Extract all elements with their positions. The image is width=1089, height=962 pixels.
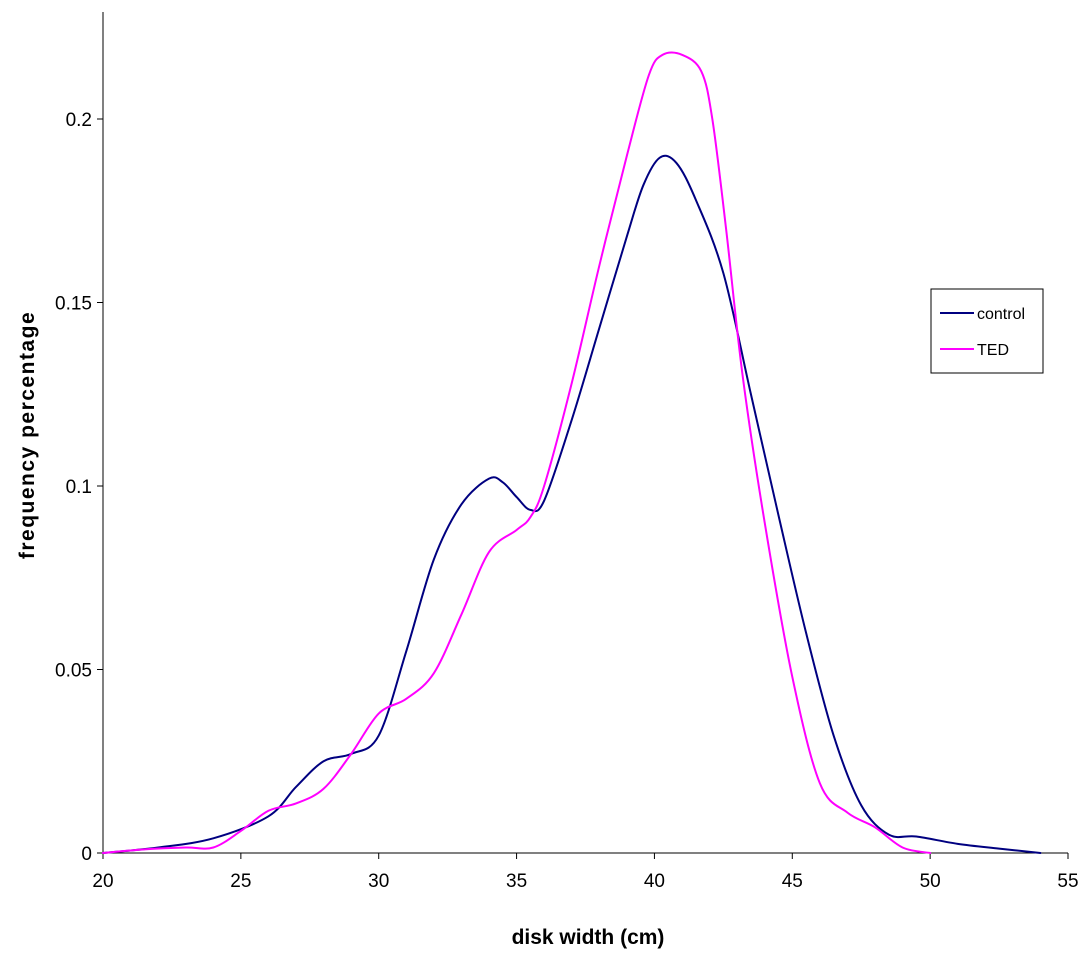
x-tick-label: 35 — [506, 871, 527, 892]
x-tick-label: 50 — [920, 871, 941, 892]
x-axis-title: disk width (cm) — [512, 926, 665, 949]
x-tick-label: 40 — [644, 871, 665, 892]
axes — [97, 12, 1069, 859]
series-line-ted — [102, 51, 932, 854]
x-tick-label: 55 — [1057, 871, 1078, 892]
series-line-control — [102, 154, 1042, 854]
y-tick-label: 0.05 — [55, 661, 92, 682]
y-tick-label: 0.1 — [66, 477, 92, 498]
x-tick-label: 45 — [782, 871, 803, 892]
y-axis-title: frequency percentage — [16, 311, 39, 559]
y-tick-label: 0.15 — [55, 294, 92, 315]
legend-box — [930, 288, 1044, 374]
x-tick-label: 25 — [230, 871, 251, 892]
x-tick-label: 20 — [92, 871, 113, 892]
series-group — [102, 51, 1042, 854]
y-tick-label: 0 — [81, 844, 92, 865]
x-tick-label: 30 — [368, 871, 389, 892]
x-tick-labels: 20 25 30 35 40 45 50 55 — [92, 871, 1078, 892]
legend: control TED — [930, 288, 1044, 374]
legend-label-control: control — [977, 306, 1025, 323]
y-tick-labels: 0 0.05 0.1 0.15 0.2 — [55, 110, 92, 865]
y-tick-label: 0.2 — [66, 110, 92, 131]
legend-label-ted: TED — [977, 342, 1009, 359]
